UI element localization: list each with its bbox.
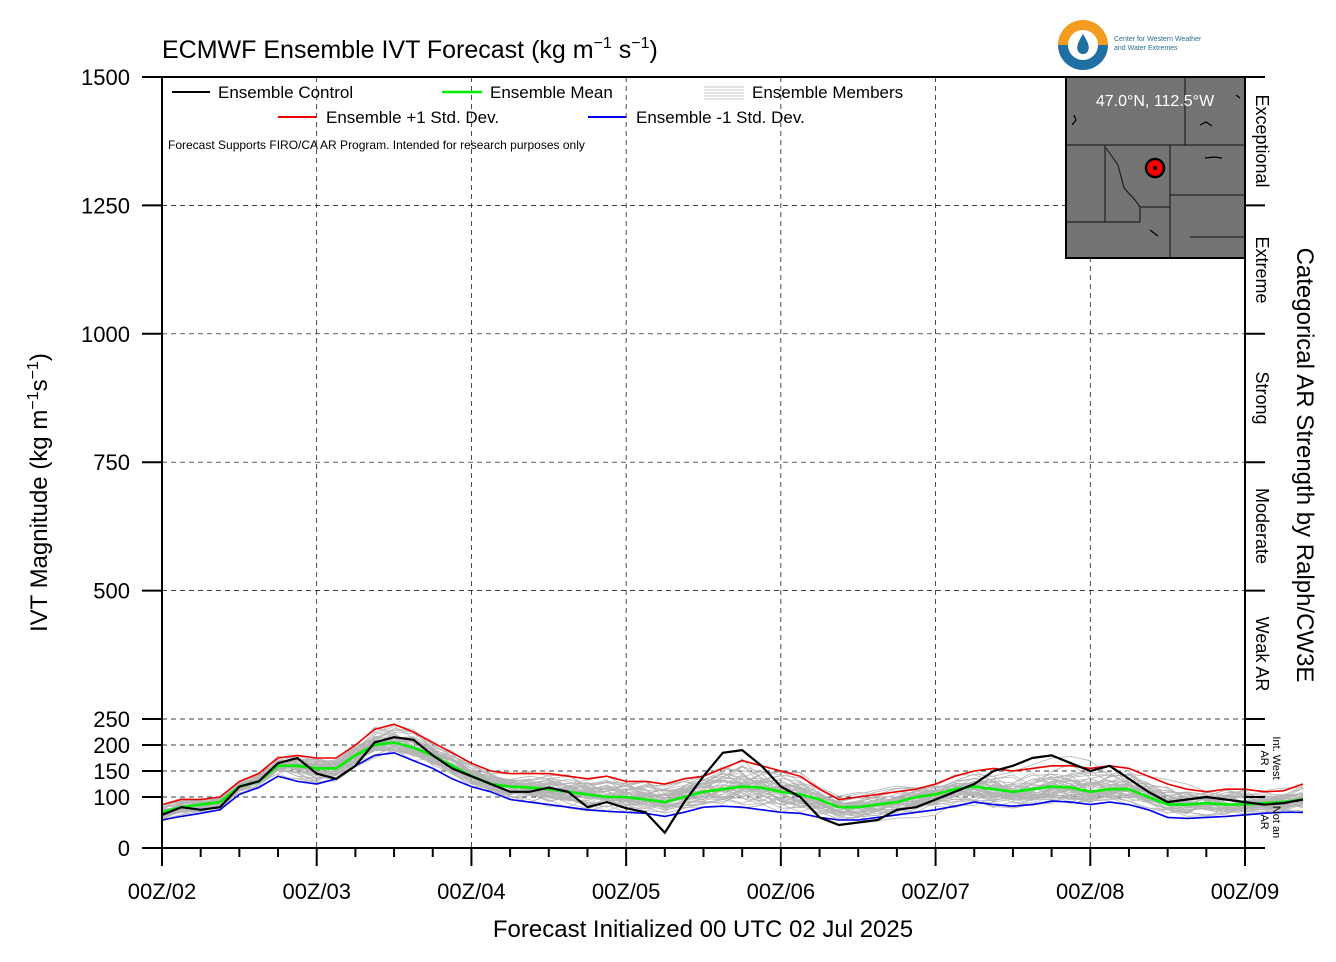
category-label-int-west-ar: AR [1258,750,1270,765]
category-label-extreme: Extreme [1252,236,1272,303]
plus-sd-line [161,723,1304,806]
x-tick-label: 00Z/05 [592,879,661,904]
chart-title: ECMWF Ensemble IVT Forecast (kg m−1 s−1) [162,35,658,64]
legend-label-minus-sd: Ensemble -1 Std. Dev. [636,108,805,127]
inset-location-label: 47.0°N, 112.5°W [1096,93,1215,110]
x-tick-label: 00Z/02 [128,879,197,904]
legend: Ensemble Control Ensemble Mean Ensemble … [168,83,903,152]
x-tick-label: 00Z/04 [437,879,506,904]
control-line [161,736,1304,835]
y-tick-label: 1250 [81,193,130,218]
x-tick-label: 00Z/08 [1056,879,1125,904]
right-axis-label: Categorical AR Strength by Ralph/CW3E [1291,248,1318,683]
category-label-moderate: Moderate [1252,488,1272,564]
legend-label-mean: Ensemble Mean [490,83,613,102]
category-label-not-an-ar: AR [1258,814,1270,829]
legend-swatch-members [704,86,744,100]
x-tick-label: 00Z/03 [282,879,351,904]
y-tick-label: 0 [118,836,130,861]
y-tick-label: 150 [93,759,130,784]
y-tick-label: 750 [93,450,130,475]
logo-line-2: and Water Extremes [1114,45,1178,52]
y-tick-label: 500 [93,579,130,604]
x-tick-label: 00Z/09 [1211,879,1280,904]
y-tick-label: 250 [93,707,130,732]
category-label-weak-ar: Weak AR [1252,617,1272,692]
ensemble-member-line [161,737,1304,815]
category-label-int-west: Int. West [1270,736,1282,779]
y-tick-label: 1000 [81,322,130,347]
category-label-exceptional: Exceptional [1252,94,1272,187]
logo-line-1: Center for Western Weather [1114,36,1202,43]
ensemble-mean-line [161,741,1304,814]
y-axis-label: IVT Magnitude (kg m−1s−1) [25,353,53,632]
x-axis-label: Forecast Initialized 00 UTC 02 Jul 2025 [493,916,913,943]
y-tick-label: 100 [93,785,130,810]
ensemble-series [161,723,1304,835]
x-tick-label: 00Z/07 [901,879,970,904]
ensemble-member-line [161,749,1304,817]
category-label-not-an: Not an [1270,806,1282,838]
legend-label-control: Ensemble Control [218,83,353,102]
ensemble-member-line [161,738,1304,816]
y-tick-label: 1500 [81,65,130,90]
x-tick-label: 00Z/06 [747,879,816,904]
legend-label-plus-sd: Ensemble +1 Std. Dev. [326,108,499,127]
cw3e-logo: Center for Western Weather and Water Ext… [1058,20,1202,70]
inset-map: 47.0°N, 112.5°W [1065,76,1246,259]
research-note: Forecast Supports FIRO/CA AR Program. In… [168,138,585,152]
ensemble-member-line [161,742,1304,813]
y-tick-label: 200 [93,733,130,758]
category-label-strong: Strong [1252,371,1272,424]
ensemble-member-line [161,726,1304,814]
ensemble-member-line [161,736,1304,814]
water-drop-icon [1077,34,1089,54]
legend-label-members: Ensemble Members [752,83,903,102]
category-labels: Exceptional Extreme Strong Moderate Weak… [1252,94,1282,838]
